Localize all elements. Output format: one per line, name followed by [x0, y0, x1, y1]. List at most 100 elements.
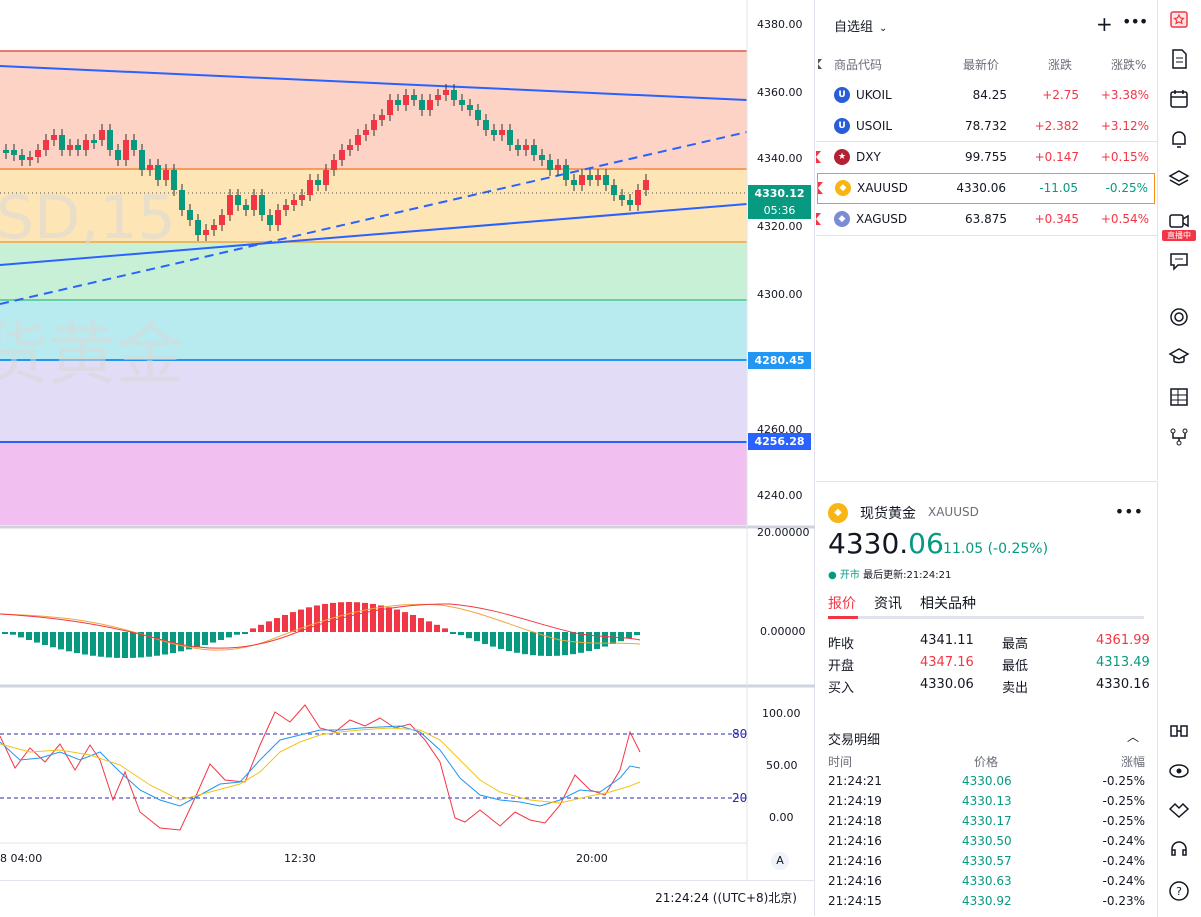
trade-price: 4330.92 [962, 894, 1012, 908]
trade-col-price: 价格 [974, 755, 999, 769]
macd-bar [434, 624, 440, 632]
data-window-icon[interactable] [1168, 720, 1190, 742]
candle-body [619, 195, 625, 200]
col-change[interactable]: 涨跌 [1048, 58, 1073, 72]
y-tick: 4240.00 [757, 489, 803, 502]
candle-body [595, 175, 601, 180]
macd-bar [314, 605, 320, 632]
layers-icon[interactable] [1168, 168, 1190, 190]
calendar-icon[interactable] [1168, 88, 1190, 110]
bell-icon[interactable] [1168, 128, 1190, 150]
watermark-top: SD,15 [0, 183, 176, 253]
macd-bar [266, 621, 272, 632]
flag-icon[interactable] [816, 151, 821, 163]
flag-icon[interactable] [818, 59, 822, 69]
trade-pct: -0.25% [1102, 774, 1145, 788]
tab-news[interactable]: 资讯 [874, 596, 902, 612]
handshake-icon[interactable] [1168, 798, 1190, 820]
candle-body [203, 230, 209, 235]
tab-related[interactable]: 相关品种 [920, 596, 976, 612]
macd-bar [530, 632, 536, 656]
timezone-clock[interactable]: 21:24:24 ((UTC+8)北京) [655, 891, 797, 905]
macd-bar [354, 602, 360, 632]
right-toolbar: 直播中 ? [1158, 0, 1201, 916]
candle-body [115, 150, 121, 160]
trade-price: 4330.57 [962, 854, 1012, 868]
macd-bar [506, 632, 512, 652]
candle-body [43, 140, 49, 150]
grid-icon[interactable] [1168, 386, 1190, 408]
macd-bar [386, 607, 392, 632]
more-icon[interactable]: ••• [1122, 12, 1148, 31]
chevron-up-icon[interactable]: ︿ [1126, 730, 1139, 744]
add-symbol-button[interactable]: + [1096, 12, 1113, 36]
watchlist-row-xagusd[interactable]: ◆ XAGUSD 63.875 +0.345 +0.54% [816, 204, 1157, 235]
watchlist-row-xauusd[interactable]: ◆ XAUUSD 4330.06 -11.05 -0.25% [817, 173, 1155, 204]
flag-icon[interactable] [816, 213, 821, 225]
candle-body [267, 215, 273, 225]
candle-body [179, 190, 185, 210]
macd-bar [562, 632, 568, 656]
watchlist-selector[interactable]: 自选组 ⌄ [834, 16, 887, 35]
chart-area[interactable]: SD,15 货黄金 4380.00 4360.00 4340.00 4320.0… [0, 0, 815, 916]
candle-body [339, 150, 345, 160]
watchlist-title: 自选组 [834, 20, 874, 35]
education-icon[interactable] [1168, 346, 1190, 368]
trendline-upper [0, 65, 748, 101]
eye-icon[interactable] [1168, 760, 1190, 782]
candle-body [475, 110, 481, 120]
auto-scale-button[interactable]: A [771, 852, 789, 870]
candle-body [211, 225, 217, 230]
tab-quote[interactable]: 报价 [828, 596, 856, 612]
help-icon[interactable]: ? [1168, 880, 1190, 902]
col-last[interactable]: 最新价 [963, 58, 1000, 72]
candle-body [51, 135, 57, 140]
candle-body [427, 100, 433, 110]
candle-body [107, 130, 113, 150]
flag-icon[interactable] [818, 182, 823, 194]
trade-time: 21:24:21 [828, 774, 882, 788]
level-tag-4280: 4280.45 [748, 352, 811, 369]
macd-bar [602, 632, 608, 647]
tab-underline [828, 616, 1144, 619]
target-icon[interactable] [1168, 306, 1190, 328]
chat-icon[interactable] [1168, 250, 1190, 272]
col-change-pct[interactable]: 涨跌% [1111, 58, 1147, 72]
y-tick: 4360.00 [757, 86, 803, 99]
watchlist-row-usoil[interactable]: U USOIL 78.732 +2.382 +3.12% [816, 111, 1157, 142]
macd-bar [546, 632, 552, 656]
row-last: 4330.06 [956, 181, 1006, 195]
macd-bar [242, 632, 248, 634]
level-tag-4256: 4256.28 [748, 433, 811, 450]
macd-bar [418, 618, 424, 632]
candle-body [131, 140, 137, 150]
row-last: 99.755 [965, 150, 1007, 164]
more-icon[interactable]: ••• [1114, 502, 1143, 521]
col-symbol[interactable]: 商品代码 [834, 58, 883, 72]
gold-icon: ◆ [828, 503, 848, 523]
row-pct: +3.12% [1100, 119, 1149, 133]
macd-bar [10, 632, 16, 635]
watchlist-icon[interactable] [1168, 8, 1190, 30]
macd-bar [394, 609, 400, 632]
candle-body [187, 210, 193, 220]
document-icon[interactable] [1168, 48, 1190, 70]
stat-value: 4347.16 [920, 655, 974, 670]
bar-countdown: 05:36 [748, 202, 811, 219]
macd-bar [26, 632, 32, 641]
price-chart[interactable]: SD,15 货黄金 [0, 0, 815, 880]
macd-bar [122, 632, 128, 658]
macd-bar [514, 632, 520, 653]
watchlist-row-dxy[interactable]: ★ DXY 99.755 +0.147 +0.15% [816, 142, 1157, 173]
macd-bar [202, 632, 208, 645]
candle-body [299, 195, 305, 200]
macd-bar [618, 632, 624, 642]
macd-tick: 0.00000 [760, 625, 806, 638]
tree-icon[interactable] [1168, 426, 1190, 448]
watchlist-row-ukoil[interactable]: U UKOIL 84.25 +2.75 +3.38% [816, 80, 1157, 111]
headset-icon[interactable] [1168, 838, 1190, 860]
candle-body [323, 170, 329, 185]
candle-body [75, 145, 81, 150]
macd-bar [18, 632, 24, 638]
video-icon[interactable] [1168, 210, 1190, 232]
